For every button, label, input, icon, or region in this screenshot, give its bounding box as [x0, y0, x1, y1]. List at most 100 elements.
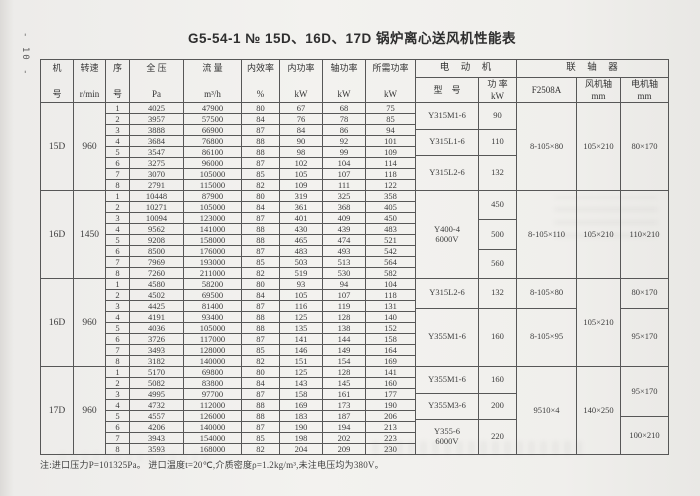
- sequence-cell: 8: [105, 267, 130, 279]
- header-line: 号: [52, 88, 62, 99]
- efficiency-cell: 88: [241, 234, 280, 246]
- machine-number-cell: 16D: [40, 278, 74, 367]
- internal-power-cell: 76: [279, 113, 323, 125]
- required-power-cell: 118: [365, 168, 416, 180]
- shaft-power-cell: 92: [322, 135, 366, 147]
- table-row: 7 3493 128000 85 146 149 164: [41, 344, 669, 356]
- fan-shaft-stack: 105×210: [578, 192, 620, 278]
- flow-cell: 140000: [183, 355, 242, 367]
- header-line: 序: [112, 63, 122, 73]
- table-row: 4 4191 93400 88 125 128 140: [41, 311, 669, 323]
- efficiency-cell: 88: [241, 135, 280, 147]
- sequence-cell: 6: [105, 421, 130, 433]
- required-power-cell: 521: [365, 234, 416, 246]
- internal-power-cell: 98: [279, 146, 323, 158]
- sequence-cell: 8: [105, 179, 130, 191]
- efficiency-cell: 85: [241, 432, 280, 444]
- total-pressure-cell: 7260: [129, 267, 184, 279]
- shaft-power-cell: 107: [322, 289, 366, 301]
- motor-power-segment: 110: [479, 130, 516, 156]
- motor-shaft-segment: 95×170: [621, 368, 668, 418]
- motor-model-stack: Y355M1-6 Y355M3-6 Y355-6 6000V: [416, 368, 478, 454]
- page-title: G5-54-1 № 15D、16D、17D 锅炉离心送风机性能表: [187, 31, 517, 46]
- sequence-cell: 7: [105, 432, 130, 444]
- table-row: 3 4995 97700 87 158 161 177: [41, 388, 669, 400]
- coupling-f2508a-segment: 9510×4: [533, 404, 560, 415]
- col-header-efficiency: 内效率%: [241, 59, 280, 103]
- shaft-power-cell: 94: [322, 278, 366, 290]
- sequence-cell: 5: [105, 410, 130, 422]
- footnote: 注:进口压力P=101325Pa。 进口温度t=20℃,介质密度ρ=1.2kg/…: [40, 460, 384, 470]
- flow-cell: 168000: [183, 443, 242, 455]
- table-row: 2 10271 105000 84 361 368 405: [41, 201, 669, 213]
- required-power-cell: 122: [365, 179, 416, 191]
- internal-power-cell: 109: [279, 179, 323, 191]
- motor-model-stack: Y315L2-6 Y355M1-6: [416, 280, 478, 366]
- motor-model-cell: Y315M1-6 Y315L1-6 Y315L2-6: [415, 102, 479, 191]
- total-pressure-cell: 2791: [129, 179, 184, 191]
- motor-power-stack: 160 200 220: [479, 368, 516, 454]
- total-pressure-cell: 10094: [129, 212, 184, 224]
- shaft-power-cell: 104: [322, 157, 366, 169]
- efficiency-cell: 80: [241, 366, 280, 378]
- fan-shaft-cell: 105×210: [576, 278, 622, 367]
- header-line: kW: [294, 88, 308, 99]
- flow-cell: 128000: [183, 344, 242, 356]
- internal-power-cell: 125: [279, 366, 323, 378]
- header-line: kW: [337, 88, 351, 99]
- efficiency-cell: 87: [241, 245, 280, 257]
- coupling-f2508a-cell: 8-105×80 8-105×95: [516, 278, 578, 367]
- flow-cell: 117000: [183, 333, 242, 345]
- shaft-power-cell: 493: [322, 245, 366, 257]
- efficiency-cell: 80: [241, 102, 280, 114]
- motor-model-cell: Y355M1-6 Y355M3-6 Y355-6 6000V: [415, 366, 479, 455]
- total-pressure-cell: 3493: [129, 344, 184, 356]
- efficiency-cell: 85: [241, 256, 280, 268]
- header-line: Pa: [152, 88, 161, 99]
- motor-shaft-segment: 80×170: [631, 140, 658, 151]
- required-power-cell: 141: [365, 366, 416, 378]
- motor-shaft-segment: 100×210: [629, 429, 660, 440]
- sequence-cell: 3: [105, 212, 130, 224]
- efficiency-cell: 84: [241, 289, 280, 301]
- flow-cell: 96000: [183, 157, 242, 169]
- required-power-cell: 140: [365, 311, 416, 323]
- internal-power-cell: 430: [279, 223, 323, 235]
- table-row: 5 3547 86100 88 98 99 109: [41, 146, 669, 158]
- motor-power-segment: 560: [491, 257, 504, 268]
- motor-power-stack: 450 500 560: [479, 192, 516, 278]
- header-line: 转速: [80, 63, 99, 73]
- header-line: mm: [591, 90, 606, 101]
- sequence-cell: 5: [105, 146, 130, 158]
- shaft-power-cell: 161: [322, 388, 366, 400]
- internal-power-cell: 158: [279, 388, 323, 400]
- shaft-power-cell: 474: [322, 234, 366, 246]
- motor-power-cell: 132 160: [477, 278, 518, 367]
- efficiency-cell: 84: [241, 377, 280, 389]
- flow-cell: 154000: [183, 432, 242, 444]
- motor-power-cell: 450 500 560: [477, 190, 518, 279]
- required-power-cell: 152: [365, 322, 416, 334]
- sequence-cell: 7: [105, 256, 130, 268]
- motor-shaft-cell: 80×170: [620, 102, 670, 191]
- required-power-cell: 114: [365, 157, 416, 169]
- table-row: 16D 1450 1 10448 87900 80 319 325 358 Y400-4 6000…: [40, 190, 670, 279]
- table-row: 7 7969 193000 85 503 513 564: [41, 256, 669, 268]
- flow-cell: 140000: [183, 421, 242, 433]
- shaft-power-cell: 530: [322, 267, 366, 279]
- total-pressure-cell: 3070: [129, 168, 184, 180]
- fan-shaft-stack: 140×250: [578, 368, 620, 454]
- flow-cell: 176000: [183, 245, 242, 257]
- efficiency-cell: 80: [241, 190, 280, 202]
- table-header: 机号 转速 r/min 序号 全 压 Pa 流 量 m³/h 内效率%: [40, 58, 670, 103]
- required-power-cell: 75: [365, 102, 416, 114]
- required-power-cell: 213: [365, 421, 416, 433]
- required-power-cell: 164: [365, 344, 416, 356]
- table-row: 17D 960 1 5170 69800 80 125 128 141 Y355M1-6 Y355M…: [40, 366, 670, 455]
- internal-power-cell: 116: [279, 300, 323, 312]
- internal-power-cell: 105: [279, 168, 323, 180]
- flow-cell: 87900: [183, 190, 242, 202]
- motor-model-segment: Y355M1-6: [428, 331, 466, 342]
- fan-performance-table: 机号 转速 r/min 序号 全 压 Pa 流 量 m³/h 内效率%: [40, 58, 670, 455]
